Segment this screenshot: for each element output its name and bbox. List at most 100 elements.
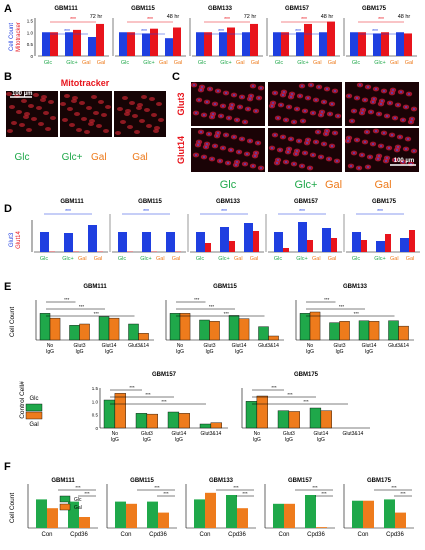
panel-e-top-sig-stars: *** — [64, 297, 70, 302]
panel-e-bottom-xlabel: IgG — [253, 437, 261, 443]
cell-blob — [6, 92, 12, 96]
nucleus-dot — [383, 132, 385, 134]
panel-a-sig-stars: *** — [301, 17, 307, 23]
nucleus-dot — [350, 165, 352, 167]
panel-e-top-bar-gal — [268, 335, 279, 341]
nucleus-dot — [233, 94, 235, 96]
panel-e-top-xlabel: IgG — [176, 349, 184, 355]
panel-d-bar-glut14 — [409, 230, 415, 252]
panel-f-xlabel: Cpd36 — [149, 532, 167, 538]
panel-e-top-xlabel: Glut3&14 — [128, 343, 149, 349]
panel-a-group-time: 48 hr — [321, 14, 334, 20]
nucleus-dot — [310, 84, 312, 86]
cell-blob — [21, 99, 27, 103]
nucleus-dot — [239, 106, 241, 108]
nucleus-dot — [238, 151, 240, 153]
nucleus-dot — [206, 101, 208, 103]
panel-d-bar-glut3 — [118, 232, 127, 252]
cell-blob — [101, 113, 107, 117]
panel-f-xlabel: Con — [278, 532, 289, 538]
cell-blob — [154, 126, 160, 130]
panel-d-xlabel: Gal — [406, 256, 415, 262]
nucleus-dot — [211, 158, 213, 160]
panel-d-bar-glut14 — [331, 238, 337, 252]
panel-e-top-sig-stars: *** — [79, 304, 85, 309]
panel-a-bar-mitotracker — [404, 33, 412, 56]
panel-b-title: Mitotracker — [61, 78, 110, 88]
panel-e-ytick: 1.0 — [92, 399, 99, 404]
nucleus-dot — [231, 104, 233, 106]
panel-a-bar-mitotracker — [381, 32, 389, 56]
panel-e-top-bar-glc — [299, 313, 311, 341]
panel-e-bottom-sig-stars: *** — [145, 392, 151, 397]
cell-blob — [33, 93, 39, 97]
panel-e-bottom-bar-glc — [245, 401, 258, 429]
nucleus-dot — [222, 105, 224, 107]
panel-c-scale-label: 100 µm — [394, 158, 414, 164]
nucleus-dot — [361, 154, 363, 156]
panel-d-bar-glut3 — [322, 228, 331, 252]
panel-e-top-bar-glc — [388, 320, 399, 341]
panel-d-xlabel: Glc — [352, 256, 361, 262]
cell-blob — [141, 95, 147, 99]
panel-e-top-bar-glc — [98, 316, 110, 341]
panel-b-label-glc: Glc — [15, 152, 30, 163]
nucleus-dot — [381, 100, 383, 102]
panel-e-top-xlabel: Glut3 — [74, 343, 86, 349]
panel-d-bar-glut3 — [88, 225, 97, 252]
panel-d-bar-glut3 — [166, 232, 175, 252]
panel-e-top-xlabel: IgG — [306, 349, 314, 355]
panel-e-bottom-xlabel: Glut14 — [172, 431, 187, 437]
cell-blob — [11, 121, 17, 125]
legend-gal-swatch — [25, 411, 43, 420]
nucleus-dot — [307, 97, 309, 99]
nucleus-dot — [214, 145, 216, 147]
nucleus-dot — [306, 142, 308, 144]
panel-e-top-xlabel: IgG — [46, 349, 54, 355]
panel-e-top-bar-glc — [358, 320, 370, 341]
cell-blob — [120, 120, 126, 124]
panel-a-group-title: GBM111 — [54, 6, 78, 12]
nucleus-dot — [298, 140, 300, 142]
panel-e-ytick: 0 — [95, 426, 98, 431]
cell-blob — [38, 122, 44, 126]
panel-a-sig-stars: *** — [295, 29, 301, 35]
nucleus-dot — [347, 140, 349, 142]
panel-c-row-glut3: Glut3 — [176, 92, 186, 115]
nucleus-dot — [285, 161, 287, 163]
panel-e-bottom-xlabel: Glut3&14 — [200, 431, 221, 437]
panel-a-bar-mitotracker — [204, 32, 212, 56]
panel-f-bar-gal — [205, 492, 216, 528]
cell-blob — [127, 125, 133, 129]
panel-a-sig-stars: *** — [224, 17, 230, 23]
cell-blob — [132, 114, 138, 118]
panel-a-bar-mitotracker — [50, 32, 58, 56]
panel-e-top-xlabel: Glut3 — [204, 343, 216, 349]
panel-d-sig-stars: *** — [377, 209, 383, 215]
panel-d-bar-glut14 — [307, 240, 313, 252]
nucleus-dot — [348, 137, 350, 139]
panel-e-top-sig-stars: *** — [194, 297, 200, 302]
panel-a-bar-mitotracker — [327, 21, 335, 56]
nucleus-dot — [296, 150, 298, 152]
nucleus-dot — [296, 108, 298, 110]
nucleus-dot — [260, 87, 262, 89]
panel-b-label-gal: Gal — [132, 152, 148, 163]
cell-blob — [88, 122, 94, 126]
nucleus-dot — [302, 120, 304, 122]
panel-a-sig-stars: *** — [64, 29, 70, 35]
cell-blob — [31, 117, 37, 121]
panel-f-bar-glc — [115, 501, 126, 528]
panel-a-xlabel: Gal — [251, 60, 260, 66]
panel-a-bar-mitotracker — [73, 29, 81, 56]
nucleus-dot — [246, 153, 248, 155]
panel-d-xlabel: Glc — [196, 256, 205, 262]
panel-e-top-sig-stars: *** — [324, 297, 330, 302]
panel-e-ylabel-cellcount: Cell Count — [9, 307, 16, 338]
nucleus-dot — [282, 94, 284, 96]
panel-d-xlabel: Gal — [156, 256, 165, 262]
panel-b-label-glcgal-gal: Gal — [91, 152, 107, 163]
cell-blob — [45, 127, 51, 131]
panel-e-bottom-xlabel: No — [112, 431, 119, 437]
nucleus-dot — [321, 111, 323, 113]
